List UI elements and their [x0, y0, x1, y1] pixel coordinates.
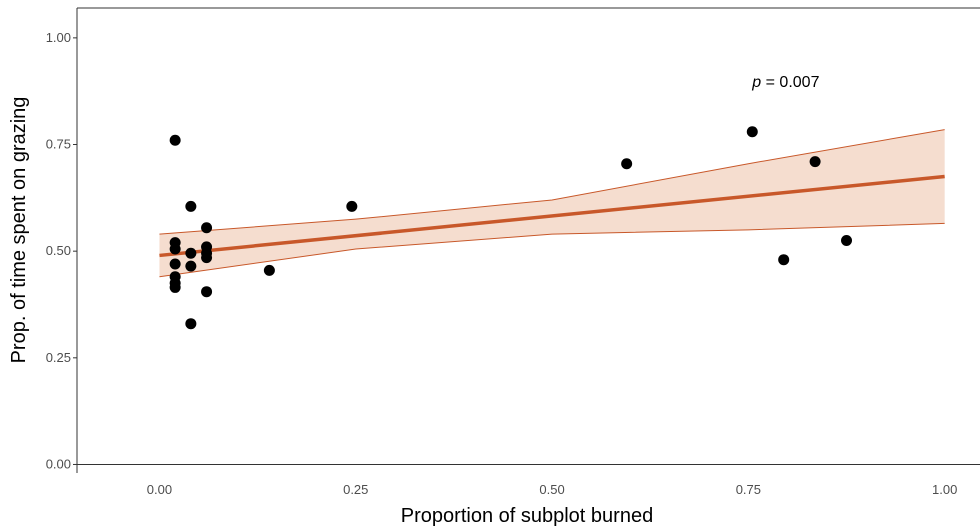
points-layer	[169, 126, 853, 330]
confidence-band-lower	[159, 222, 945, 278]
p-value-annotation: p = 0.007	[751, 74, 819, 91]
labels-layer: 0.00 0.25 0.50 0.75 1.00 0.00 0.25 0.50 0.75 1.00	[46, 30, 958, 497]
data-point	[621, 158, 633, 170]
data-point	[201, 252, 213, 264]
y-tick-label: 1.00	[46, 30, 71, 45]
x-tick-label: 0.75	[736, 482, 761, 497]
data-point	[169, 243, 181, 255]
data-point	[169, 134, 181, 146]
data-point	[185, 318, 197, 330]
y-tick-label: 0.00	[46, 456, 71, 471]
data-point	[346, 200, 358, 212]
data-point	[185, 200, 197, 212]
x-axis-title: Proportion of subplot burned	[401, 505, 653, 527]
data-point	[809, 156, 821, 168]
data-point	[201, 222, 213, 234]
x-tick-label: 0.25	[343, 482, 368, 497]
y-tick-label: 0.25	[46, 350, 71, 365]
data-point	[169, 281, 181, 293]
y-axis-title: Prop. of time spent on grazing	[8, 97, 30, 364]
x-tick-label: 0.00	[147, 482, 172, 497]
data-point	[185, 260, 197, 272]
confidence-band-upper	[159, 129, 945, 235]
y-tick-label: 0.75	[46, 137, 71, 152]
data-point	[778, 254, 790, 266]
x-tick-label: 1.00	[932, 482, 957, 497]
p-value-text: = 0.007	[761, 74, 819, 91]
x-tick-label: 0.50	[539, 482, 564, 497]
y-tick-label: 0.50	[46, 243, 71, 258]
data-point	[841, 235, 853, 246]
confidence-band-layer	[159, 129, 945, 278]
p-value-symbol: p	[751, 74, 761, 91]
data-point	[746, 126, 758, 138]
data-point	[185, 247, 197, 259]
data-point	[201, 286, 213, 298]
axes-layer	[73, 7, 980, 473]
fit-line-layer	[159, 174, 945, 258]
confidence-band	[159, 129, 945, 277]
fit-line	[159, 174, 945, 258]
data-point	[169, 258, 181, 270]
data-point	[263, 264, 275, 276]
